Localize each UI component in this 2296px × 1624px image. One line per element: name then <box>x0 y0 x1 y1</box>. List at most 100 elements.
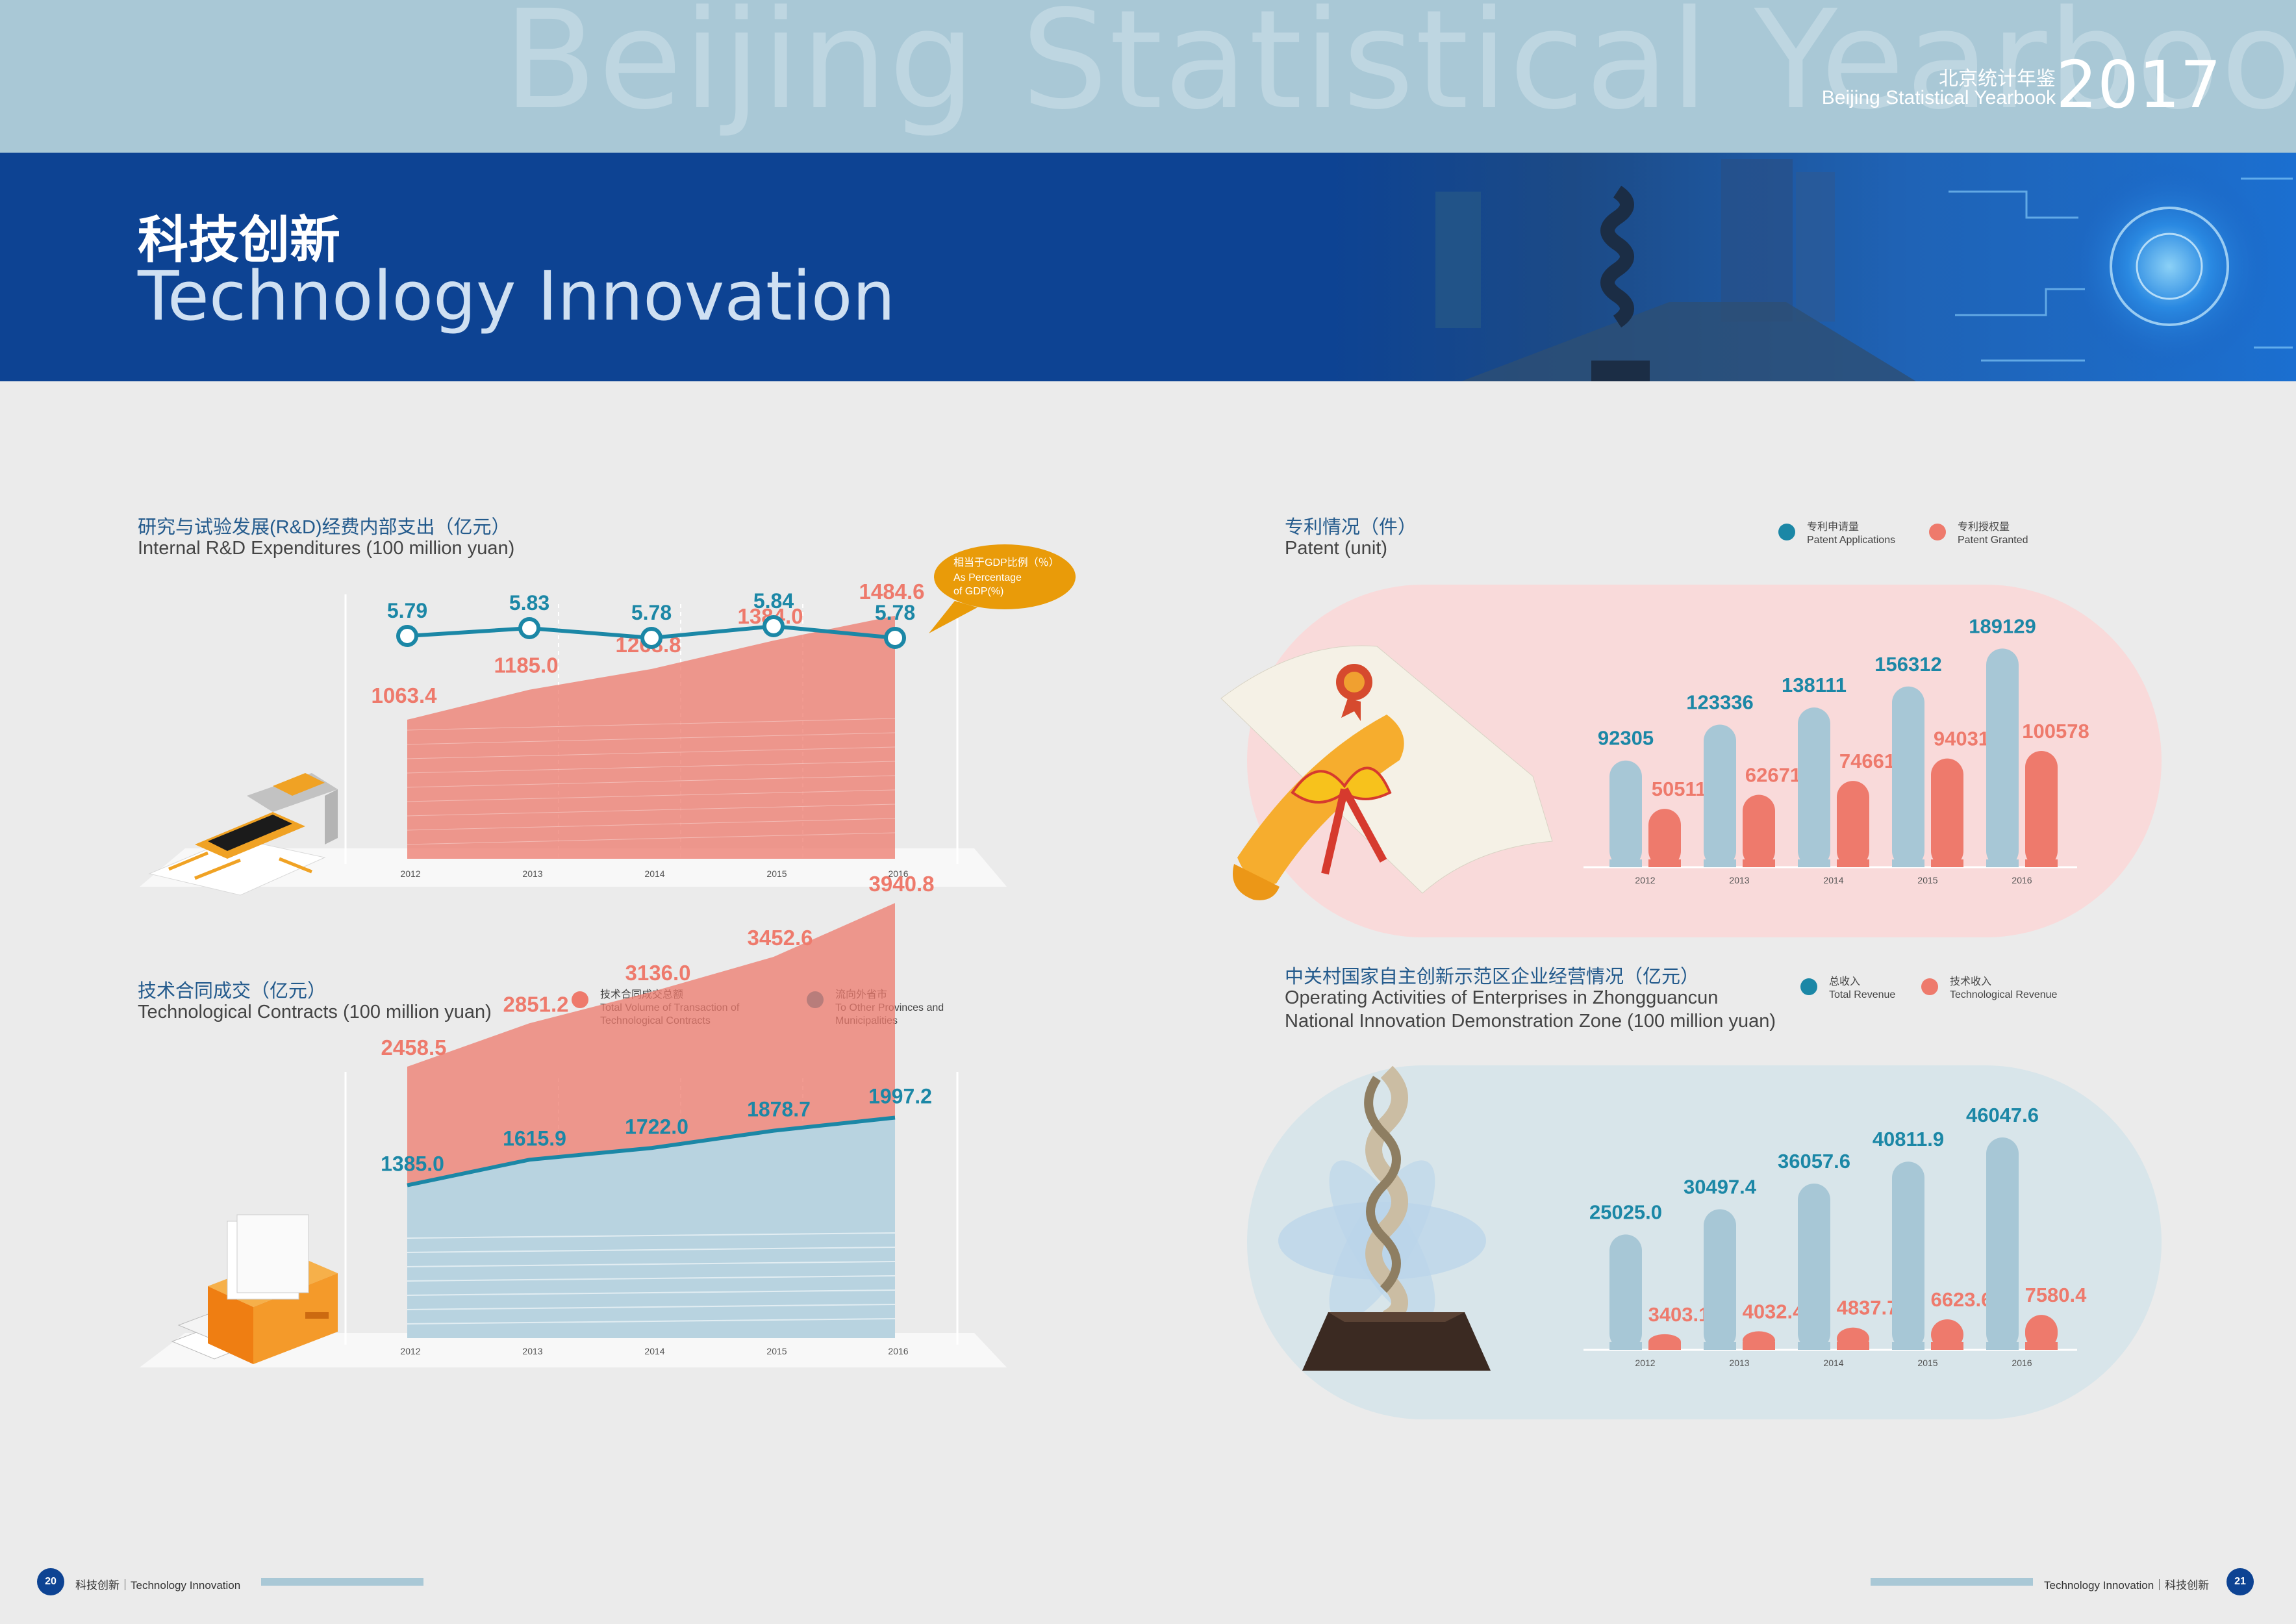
x-tick-label: 2014 <box>644 1346 664 1356</box>
rd-expenditure-area <box>407 615 895 859</box>
x-tick-label: 2015 <box>1917 875 1937 885</box>
x-tick-label: 2014 <box>1823 875 1843 885</box>
x-tick-label: 2014 <box>1823 1358 1843 1368</box>
zgc-bar-a-base <box>1704 1342 1736 1350</box>
area-texture-line <box>407 804 896 817</box>
x-tick-label: 2012 <box>1635 1358 1655 1368</box>
zgc-bar-a-base <box>1609 1342 1642 1350</box>
zgc-bar-a-label: 46047.6 <box>1966 1104 2039 1126</box>
area-texture-line <box>407 1247 896 1253</box>
patent-bar-b-base <box>2025 859 2058 867</box>
patent-bar-a-base <box>1798 859 1830 867</box>
legend-dot <box>1921 978 1938 995</box>
x-tick-label: 2012 <box>400 869 420 879</box>
x-tick-label: 2013 <box>1729 875 1749 885</box>
legend-dot <box>1929 524 1946 540</box>
area-texture-line <box>407 1304 896 1310</box>
patent-bar-b-label: 62671 <box>1745 763 1801 786</box>
patent-bar-b-label: 100578 <box>2022 720 2089 742</box>
gdp-ratio-label: 5.78 <box>631 601 672 624</box>
patent-bar-a-base <box>1704 859 1736 867</box>
patent-bar-b-label: 50511 <box>1652 778 1707 800</box>
patent-bar-b <box>1931 758 1963 867</box>
patent-bar-b <box>1743 794 1775 867</box>
zgc-bar-b-label: 4032.4 <box>1743 1300 1805 1323</box>
zgc-chart: 25025.0 3403.1 2012 30497.4 4032.4 2013 36057.… <box>1583 1104 2087 1368</box>
patent-bar-a <box>1798 707 1830 867</box>
x-tick-label: 2016 <box>888 869 908 879</box>
patent-bar-a <box>1892 686 1924 867</box>
zgc-bar-b-base <box>1931 1342 1963 1350</box>
x-tick-label: 2015 <box>766 1346 787 1356</box>
patent-bar-a <box>1609 760 1642 867</box>
area-texture-line <box>407 1232 896 1239</box>
patent-bar-a-label: 156312 <box>1874 653 1941 676</box>
contracts-chart: 2458.5 2851.2 3136.0 3452.6 3940.8 1385.0 1615… <box>344 872 959 1356</box>
legend-dot <box>1778 524 1795 540</box>
patent-bar-a-base <box>1609 859 1642 867</box>
gdp-ratio-callout: 相当于GDP比例（％） As Percentage of GDP(%) <box>934 544 1076 609</box>
patent-bar-a <box>1986 648 2019 867</box>
x-tick-label: 2015 <box>1917 1358 1937 1368</box>
x-tick-label: 2016 <box>2012 875 2032 885</box>
zgc-bar-a-base <box>1986 1342 2019 1350</box>
x-tick-label: 2013 <box>522 1346 542 1356</box>
zgc-bar-a-base <box>1798 1342 1830 1350</box>
legend-dot <box>572 991 588 1008</box>
zgc-bar-b <box>2025 1315 2058 1350</box>
contracts-total-label: 3136.0 <box>625 961 691 985</box>
gdp-ratio-point <box>518 617 540 639</box>
zgc-bar-a-label: 40811.9 <box>1873 1128 1944 1150</box>
patent-bar-b-base <box>1648 859 1681 867</box>
area-texture-line <box>407 1318 896 1325</box>
x-tick-label: 2013 <box>522 869 542 879</box>
contracts-other-label: 1878.7 <box>747 1098 811 1121</box>
patent-bar-a-label: 123336 <box>1686 691 1753 713</box>
filebox-illustration <box>171 1214 338 1364</box>
banner-photo <box>1331 153 2296 381</box>
x-tick-label: 2013 <box>1729 1358 1749 1368</box>
gdp-ratio-point <box>640 627 662 649</box>
zgc-title-en-1: Operating Activities of Enterprises in Z… <box>1285 987 1719 1008</box>
area-texture-line <box>407 818 896 831</box>
zgc-bar-a <box>1609 1234 1642 1350</box>
patent-bar-a-label: 92305 <box>1598 727 1654 750</box>
patent-bar-a-base <box>1986 859 2019 867</box>
x-tick-label: 2015 <box>766 869 787 879</box>
scroll-illustration <box>1220 645 1553 900</box>
section-title-cn: 科技创新 <box>138 211 341 268</box>
area-texture-line <box>407 732 896 745</box>
zgc-bar-a-base <box>1892 1342 1924 1350</box>
patent-bar-b-base <box>1837 859 1869 867</box>
zgc-bar-b-base <box>1837 1342 1869 1350</box>
rd-chart: 1063.41185.01268.81384.01484.65.795.835.… <box>344 579 959 879</box>
contracts-floor <box>140 1333 1007 1367</box>
zgc-bar-a <box>1798 1183 1830 1350</box>
rd-value-label: 1484.6 <box>859 579 925 603</box>
area-texture-line <box>407 1261 896 1267</box>
zgc-bar-a-label: 25025.0 <box>1589 1200 1662 1223</box>
patent-chart: 92305 50511 2012 123336 62671 2013 138111 74661… <box>1583 615 2089 885</box>
watermark: Beijing Statistical Yearbook <box>503 0 2296 140</box>
top-band: Beijing Statistical Yearbook 北京统计年鉴 Beij… <box>0 0 2296 153</box>
zgc-bar-a-label: 36057.6 <box>1778 1150 1850 1173</box>
contracts-other-label: 1385.0 <box>381 1152 444 1176</box>
zgc-bar-b-base <box>1648 1342 1681 1350</box>
patent-bar-a <box>1704 724 1736 867</box>
yearbook-title-cn: 北京统计年鉴 <box>1939 68 2056 90</box>
x-tick-label: 2012 <box>400 1346 420 1356</box>
rd-value-label: 1185.0 <box>494 653 558 678</box>
contracts-other-provinces-line <box>407 1115 896 1187</box>
area-texture-line <box>407 1289 896 1296</box>
gdp-ratio-label: 5.83 <box>509 591 549 615</box>
contracts-other-label: 1615.9 <box>503 1126 566 1150</box>
gdp-ratio-point <box>396 625 418 647</box>
zgc-bar-b-label: 3403.1 <box>1648 1303 1710 1326</box>
contracts-total-label: 2458.5 <box>381 1035 447 1059</box>
zgc-bar-a-label: 30497.4 <box>1684 1175 1757 1198</box>
patent-bar-a-base <box>1892 859 1924 867</box>
patent-bar-a-label: 189129 <box>1969 615 2036 637</box>
area-texture-line <box>407 718 896 731</box>
x-tick-label: 2014 <box>644 869 664 879</box>
